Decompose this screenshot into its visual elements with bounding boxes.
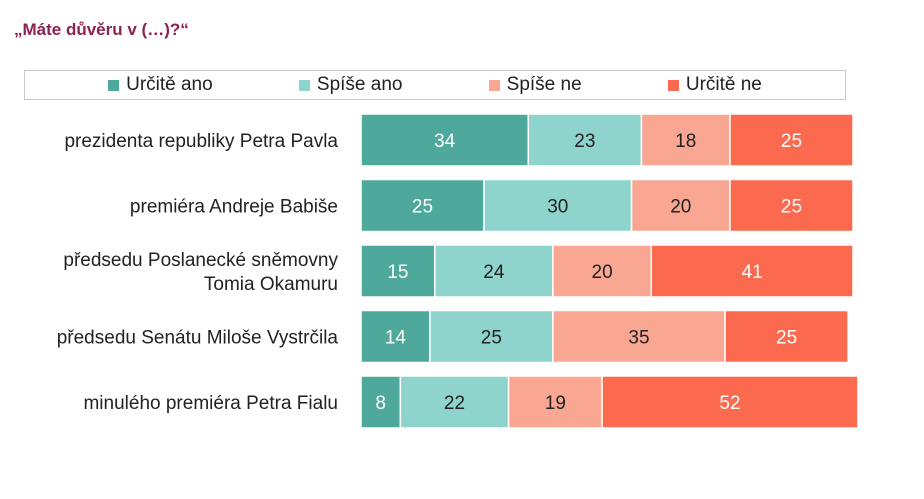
legend: Určitě ano Spíše ano Spíše ne Určitě ne [24, 70, 846, 100]
bar-segment [429, 309, 554, 364]
bar-segment [650, 244, 854, 298]
category-label: Tomia Okamuru [204, 274, 338, 295]
legend-item: Určitě ne [667, 74, 762, 96]
bar-segment [552, 244, 653, 298]
bar-segment [483, 178, 633, 233]
legend-label: Spíše ne [506, 74, 582, 95]
data-label: 25 [412, 197, 433, 218]
bar-segment [434, 244, 554, 298]
bar-segment [527, 113, 643, 167]
legend-label: Spíše ano [316, 74, 403, 95]
legend-swatch [298, 79, 310, 91]
data-label: 15 [387, 262, 408, 283]
category-label: prezidenta republiky Petra Pavla [64, 131, 338, 152]
data-label: 41 [742, 262, 763, 283]
data-label: 30 [547, 197, 568, 218]
legend-swatch [667, 79, 679, 91]
bar-segment [360, 178, 485, 233]
data-label: 8 [375, 393, 386, 414]
bar-segment [399, 375, 510, 429]
legend-item: Určitě ano [108, 74, 213, 96]
data-label: 52 [719, 393, 740, 414]
chart-title: „Máte důvěru v (…)?“ [14, 20, 189, 39]
data-label: 22 [444, 393, 465, 414]
bar-segment [630, 178, 731, 233]
category-label: předsedu Senátu Miloše Vystrčila [57, 328, 339, 349]
bar-segment [360, 244, 436, 298]
bar-segment [552, 309, 726, 364]
bar-segment [729, 113, 854, 167]
data-label: 25 [481, 328, 502, 349]
data-label: 25 [781, 131, 802, 152]
legend-label: Určitě ne [685, 74, 762, 95]
data-label: 25 [776, 328, 797, 349]
category-label: premiéra Andreje Babiše [130, 197, 338, 218]
bar-segment [729, 178, 854, 233]
data-label: 18 [675, 131, 696, 152]
category-label: předsedu Poslanecké sněmovny [63, 250, 338, 271]
data-label: 20 [592, 262, 613, 283]
legend-label: Určitě ano [126, 74, 213, 95]
category-label: minulého premiéra Petra Fialu [83, 393, 338, 414]
bar-segment [507, 375, 603, 429]
data-label: 34 [434, 131, 456, 152]
data-label: 24 [483, 262, 505, 283]
bar-segment [360, 309, 431, 364]
bar-segment [724, 309, 849, 364]
bar-segment [360, 375, 402, 429]
legend-item: Spíše ne [488, 74, 582, 96]
bar-segment [601, 375, 859, 429]
bar-segment [360, 113, 530, 167]
data-label: 20 [670, 197, 691, 218]
legend-swatch [108, 79, 120, 91]
data-label: 19 [545, 393, 566, 414]
data-label: 35 [628, 328, 649, 349]
data-label: 14 [385, 328, 407, 349]
legend-swatch [488, 79, 500, 91]
legend-item: Spíše ano [298, 74, 403, 96]
data-label: 25 [781, 197, 802, 218]
data-label: 23 [574, 131, 595, 152]
